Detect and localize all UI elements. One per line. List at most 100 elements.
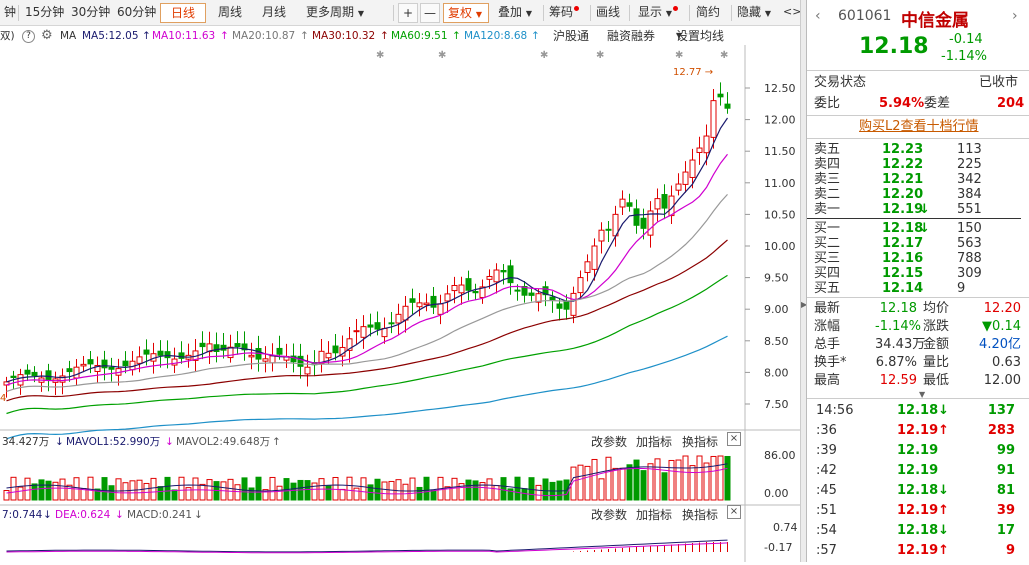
period-tab-15min[interactable]: 15分钟	[25, 5, 65, 19]
volume-bar	[255, 476, 262, 501]
tick-time: 14:56	[816, 403, 854, 418]
candle-body	[241, 343, 248, 351]
divider	[807, 138, 1029, 139]
next-stock-icon[interactable]: ›	[1012, 8, 1018, 24]
candle-body	[171, 358, 178, 366]
candle-body	[227, 346, 234, 359]
low-price-label: 4	[0, 393, 6, 404]
overlay-dropdown[interactable]: 叠加 ▼	[494, 3, 536, 23]
macd-add-indicator-button[interactable]: 加指标	[636, 508, 673, 522]
price-axis-label: 9.50	[764, 272, 789, 285]
hk-connect-link[interactable]: 沪股通	[553, 29, 590, 43]
mavol2-value: MAVOL2:49.648万	[176, 436, 271, 448]
chevron-down-icon: ▼	[357, 9, 364, 18]
price-axis-label: 10.50	[764, 208, 796, 221]
period-tab-30min[interactable]: 30分钟	[71, 5, 111, 19]
arrow-down-icon: ↓	[55, 436, 64, 448]
candle-body	[234, 343, 241, 347]
candle-body	[577, 277, 584, 294]
stat-label: 最高	[814, 373, 841, 388]
candle-body	[31, 371, 38, 377]
quote-panel: ‹ 601061 中信金属 › 12.18 -0.14 -1.14% 交易状态 …	[806, 0, 1029, 562]
ma-settings-label: 设置均线	[676, 29, 725, 43]
stat-value: ▼0.14	[982, 319, 1021, 334]
arrow-up-icon: ↑	[142, 30, 151, 42]
chevron-down-icon: ▼	[676, 31, 683, 40]
zoom-out-button[interactable]: —	[420, 3, 440, 23]
simple-mode-button[interactable]: 简约	[696, 5, 721, 19]
vol-switch-indicator-button[interactable]: 换指标	[682, 435, 719, 449]
adjust-dropdown[interactable]: 复权 ▼	[443, 3, 489, 23]
volume-bar	[31, 483, 38, 501]
chevron-down-icon: ▼	[475, 10, 482, 19]
event-marker-icon: ✱	[438, 50, 446, 61]
close-icon[interactable]: ×	[727, 505, 741, 519]
period-tab-60min[interactable]: 60分钟	[117, 5, 157, 19]
tick-price-value: 12.19	[897, 463, 939, 478]
collapse-arrow-icon[interactable]: ▶	[801, 300, 808, 309]
panel-splitter[interactable]: ▶	[800, 0, 808, 562]
volume-bar	[150, 477, 157, 501]
zoom-in-button[interactable]: +	[398, 3, 418, 23]
sell-level-volume: 225	[957, 157, 982, 172]
hide-dropdown[interactable]: 隐藏 ▼	[733, 3, 775, 23]
candle-body	[66, 368, 73, 373]
volume-bar	[479, 482, 486, 501]
close-icon[interactable]: ×	[727, 432, 741, 446]
help-icon[interactable]: ?	[22, 30, 35, 43]
vol-add-indicator-button[interactable]: 加指标	[636, 435, 673, 449]
notification-dot-icon	[673, 6, 678, 11]
volume-axis-label: 86.00	[764, 449, 796, 462]
volume-bar	[38, 479, 45, 501]
arrow-down-icon: ↓	[194, 509, 203, 521]
candle-body	[493, 269, 500, 283]
buy-level-volume: 150	[957, 221, 982, 236]
stat-value: -1.14%	[875, 319, 921, 334]
kline-chart-area[interactable]: 12.50 12.00 11.50 11.00 10.50 10.00 9.50 9.00 8.…	[0, 45, 805, 562]
prev-stock-icon[interactable]: ‹	[815, 8, 821, 24]
period-tab-monthly[interactable]: 月线	[262, 5, 287, 19]
tick-price-value: 12.19	[897, 543, 939, 558]
chips-button[interactable]: 筹码	[545, 3, 582, 23]
volume-bar	[409, 477, 416, 501]
stat-label: 涨跌	[923, 319, 950, 334]
arrow-up-icon: ↑	[300, 30, 309, 42]
period-tab-weekly[interactable]: 周线	[218, 5, 243, 19]
period-tab-minute[interactable]: 钟	[4, 5, 17, 19]
tick-price: 12.19	[897, 443, 938, 459]
expand-arrow-icon[interactable]: ▼	[919, 390, 926, 399]
volume-value: 34.427万	[2, 436, 50, 448]
tick-time: :42	[816, 463, 837, 478]
volume-bar	[339, 488, 346, 501]
candle-body	[717, 93, 724, 98]
candle-body	[360, 326, 367, 338]
volume-bar	[591, 458, 598, 501]
volume-bar	[647, 463, 654, 501]
gear-icon[interactable]: ⚙	[41, 28, 53, 43]
volume-bar	[402, 483, 409, 501]
candle-body	[458, 284, 465, 294]
candle-body	[598, 229, 605, 242]
buy-level-volume: 309	[957, 266, 982, 281]
vol-edit-params-button[interactable]: 改参数	[591, 435, 628, 449]
display-dropdown[interactable]: 显示 ▼	[634, 3, 681, 23]
arrow-down-icon: ↓	[938, 403, 950, 418]
volume-bar	[661, 472, 668, 501]
stat-label: 金额	[923, 337, 950, 352]
collapse-panel-icon[interactable]: <>	[783, 5, 802, 18]
more-periods-dropdown[interactable]: 更多周期 ▼	[302, 3, 368, 23]
event-marker-icon: ✱	[376, 50, 384, 61]
candle-body	[535, 293, 542, 303]
macd-edit-params-button[interactable]: 改参数	[591, 508, 628, 522]
divider	[807, 218, 1021, 219]
stock-code: 601061	[838, 8, 892, 24]
margin-trading-link[interactable]: 融资融券	[607, 29, 656, 43]
draw-line-button[interactable]: 画线	[596, 5, 621, 19]
tick-price-value: 12.18	[897, 483, 939, 498]
buy-l2-link[interactable]: 购买L2查看十档行情	[859, 119, 979, 134]
sell-level-volume: 113	[957, 142, 982, 157]
divider	[689, 5, 690, 21]
stock-name: 中信金属	[901, 11, 969, 31]
period-tab-daily[interactable]: 日线	[160, 3, 206, 23]
macd-switch-indicator-button[interactable]: 换指标	[682, 508, 719, 522]
